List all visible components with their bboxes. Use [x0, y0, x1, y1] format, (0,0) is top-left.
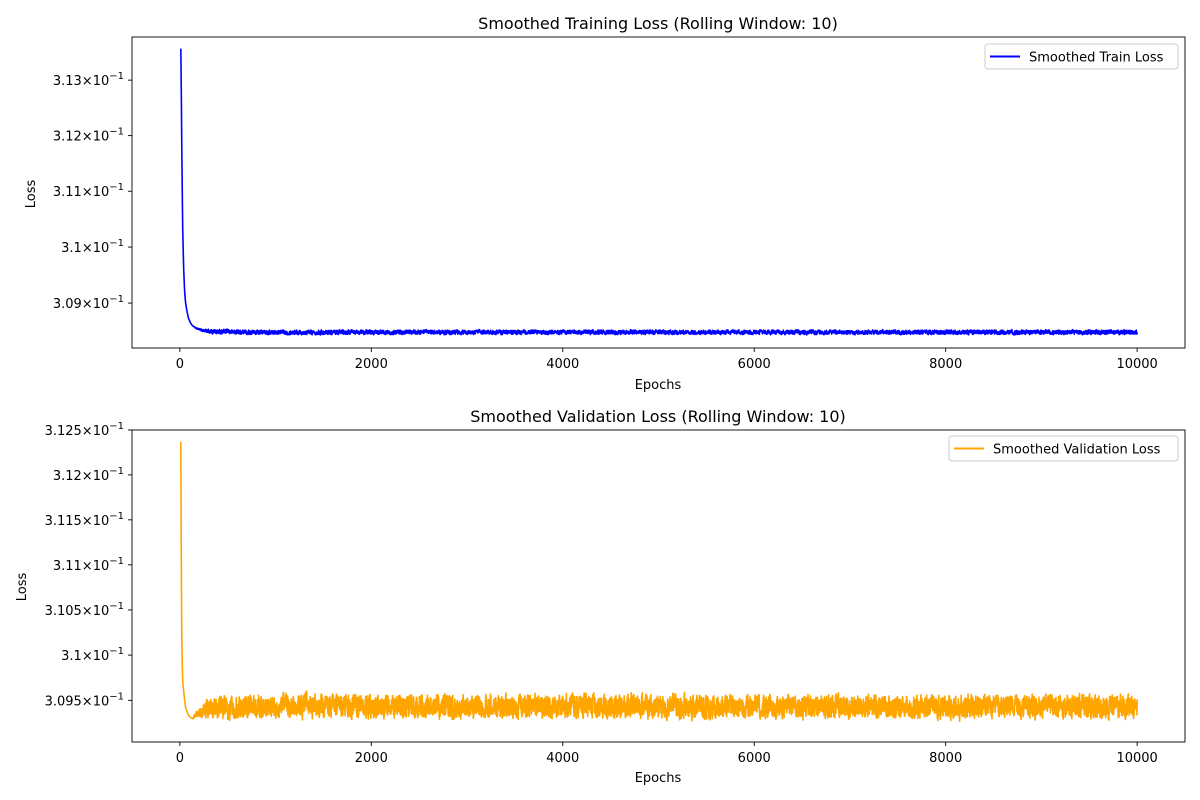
- plot-frame: [131, 429, 1186, 743]
- y-tick-label: 3.105×10−1: [45, 601, 124, 619]
- legend-box: [948, 435, 1179, 462]
- y-tick-label: 3.11×10−1: [53, 182, 124, 200]
- y-tick-label: 3.12×10−1: [53, 127, 124, 145]
- legend: Smoothed Train Loss: [984, 43, 1179, 70]
- x-axis-label: Epochs: [635, 378, 682, 393]
- y-axis-label: Loss: [15, 573, 30, 602]
- chart-title: Smoothed Training Loss (Rolling Window: …: [478, 14, 838, 33]
- y-tick-label: 3.125×10−1: [45, 421, 124, 439]
- y-tick-label: 3.1×10−1: [61, 646, 124, 664]
- x-tick-label: 6000: [738, 751, 771, 766]
- x-tick-label: 2000: [355, 357, 388, 372]
- legend: Smoothed Validation Loss: [948, 435, 1179, 462]
- y-tick-label: 3.12×10−1: [53, 466, 124, 484]
- x-tick-label: 10000: [1116, 751, 1157, 766]
- y-tick-label: 3.13×10−1: [53, 71, 124, 89]
- series-line: [180, 441, 1138, 723]
- y-tick-label: 3.095×10−1: [45, 691, 124, 709]
- legend-box: [984, 43, 1179, 70]
- x-tick-label: 4000: [546, 357, 579, 372]
- y-tick-label: 3.11×10−1: [53, 556, 124, 574]
- series-line: [180, 48, 1138, 336]
- x-tick-label: 10000: [1116, 357, 1157, 372]
- x-tick-label: 8000: [929, 357, 962, 372]
- x-tick-label: 6000: [738, 357, 771, 372]
- x-tick-label: 0: [176, 357, 184, 372]
- legend-label: Smoothed Validation Loss: [993, 443, 1161, 458]
- validation-loss-panel: Smoothed Validation Loss (Rolling Window…: [15, 407, 1186, 786]
- y-axis-label: Loss: [24, 180, 39, 209]
- x-axis-label: Epochs: [635, 771, 682, 786]
- x-tick-label: 2000: [355, 751, 388, 766]
- x-tick-label: 8000: [929, 751, 962, 766]
- legend-label: Smoothed Train Loss: [1029, 51, 1164, 66]
- x-tick-label: 4000: [546, 751, 579, 766]
- y-tick-label: 3.1×10−1: [61, 238, 124, 256]
- chart-title: Smoothed Validation Loss (Rolling Window…: [470, 407, 846, 426]
- y-tick-label: 3.115×10−1: [45, 511, 124, 529]
- y-tick-label: 3.09×10−1: [53, 294, 124, 312]
- x-tick-label: 0: [176, 751, 184, 766]
- plot-frame: [131, 36, 1186, 349]
- train-loss-panel: Smoothed Training Loss (Rolling Window: …: [24, 14, 1186, 393]
